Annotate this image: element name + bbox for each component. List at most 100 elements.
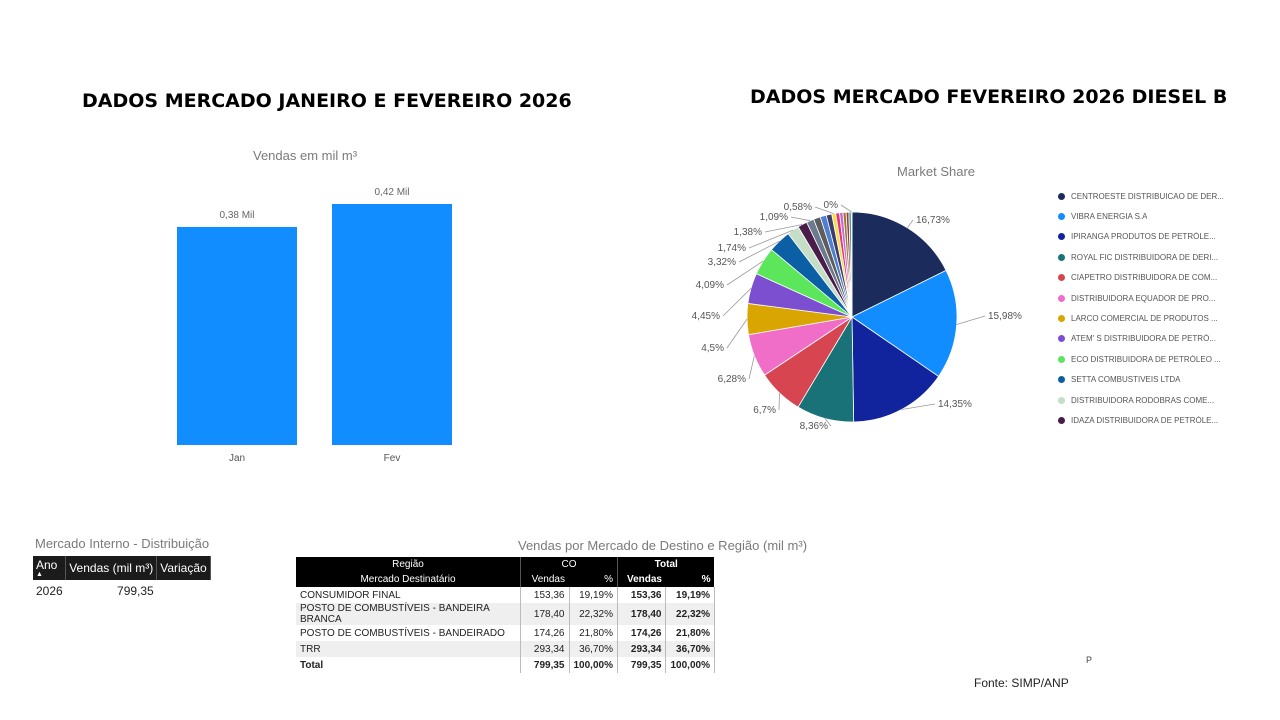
source-note: Fonte: SIMP/ANP: [974, 676, 1069, 690]
legend-marker: [1058, 233, 1065, 241]
pie-slice[interactable]: [851, 211, 947, 318]
legend-label: VIBRA ENERGIA S.A: [1071, 212, 1148, 222]
pie-data-label: 8,36%: [800, 421, 828, 432]
legend-marker: [1058, 376, 1065, 384]
pie-chart-title: Market Share: [897, 164, 976, 179]
cell-value: 178,40: [617, 603, 667, 625]
bar-chart: 0,38 Mil Jan 0,42 Mil Fev: [177, 187, 452, 464]
x-tick-label: Jan: [229, 453, 245, 464]
cell-value: 153,36: [617, 587, 667, 603]
legend-item[interactable]: ROYAL FIC DISTRIBUIDORA DE DERI...: [1058, 247, 1278, 267]
table-row: 2026 799,35: [33, 580, 210, 602]
bar-jan[interactable]: [177, 226, 297, 445]
legend-marker: [1058, 315, 1065, 323]
cell-value: 799,35: [520, 657, 570, 673]
header-co-pct[interactable]: %: [569, 571, 618, 587]
legend-label: ATEM' S DISTRIBUIDORA DE PETRÓ...: [1071, 334, 1216, 344]
pie-leader-line: [748, 355, 755, 380]
cell-variacao: [157, 580, 210, 602]
pie-leader-line: [738, 240, 780, 263]
header-co[interactable]: CO: [520, 557, 618, 571]
vendas-mercado-table: Região CO Total Mercado Destinatário Ven…: [296, 557, 715, 673]
legend-label: IDAZA DISTRIBUIDORA DE PETRÓLE...: [1071, 415, 1219, 425]
column-header-vendas[interactable]: Vendas (mil m³): [65, 556, 158, 580]
legend-item[interactable]: DISTRIBUIDORA RODOBRAS COME...: [1058, 390, 1278, 410]
legend-marker: [1058, 274, 1065, 282]
pie-data-label: 15,98%: [988, 311, 1022, 322]
cell-value: 100,00%: [665, 657, 715, 673]
legend-label: ROYAL FIC DISTRIBUIDORA DE DERI...: [1071, 252, 1219, 262]
legend-item[interactable]: SETTA COMBUSTIVEIS LTDA: [1058, 370, 1278, 390]
column-header-variacao[interactable]: Variação: [156, 556, 211, 580]
header-total[interactable]: Total: [616, 557, 715, 571]
cell-mercado: POSTO DE COMBUSTÍVEIS - BANDEIRA BRANCA: [296, 603, 521, 625]
cell-value: 19,19%: [665, 587, 715, 603]
pie-data-label: 4,5%: [701, 343, 724, 354]
legend-item[interactable]: VIBRA ENERGIA S.A: [1058, 206, 1278, 226]
legend-marker: [1058, 355, 1065, 363]
cell-vendas: 799,35: [117, 584, 154, 598]
cell-value: 174,26: [520, 625, 570, 641]
legend-label: CENTROESTE DISTRIBUICAO DE DER...: [1071, 191, 1224, 201]
pie-leader-line: [726, 260, 764, 286]
legend-label: ECO DISTRIBUIDORA DE PETRÓLEO ...: [1071, 354, 1221, 364]
cell-value: 21,80%: [665, 625, 715, 641]
table-row: CONSUMIDOR FINAL 153,36 19,19% 153,36 19,19%: [296, 587, 715, 603]
sort-asc-icon: ▲: [36, 571, 43, 578]
table-row: Total 799,35 100,00% 799,35 100,00%: [296, 657, 715, 673]
pie-leader-line: [840, 204, 852, 213]
pie-data-label: 16,73%: [916, 215, 950, 226]
legend-label: DISTRIBUIDORA RODOBRAS COME...: [1071, 395, 1215, 405]
pie-leader-line: [748, 229, 794, 249]
cell-value: 293,34: [617, 641, 667, 657]
header-mercado-destinatario[interactable]: Mercado Destinatário: [296, 571, 521, 587]
table-row: POSTO DE COMBUSTÍVEIS - BANDEIRA BRANCA 1…: [296, 603, 715, 625]
pie-data-label: 1,38%: [734, 227, 762, 238]
legend-item[interactable]: CENTROESTE DISTRIBUICAO DE DER...: [1058, 186, 1278, 206]
mercado-interno-title: Mercado Interno - Distribuição: [35, 536, 210, 551]
column-header-ano[interactable]: Ano ▲: [33, 556, 67, 580]
legend-item[interactable]: CIAPETRO DISTRIBUIDORA DE COM...: [1058, 268, 1278, 288]
legend-item[interactable]: IDAZA DISTRIBUIDORA DE PETRÓLE...: [1058, 410, 1278, 430]
x-tick-label: Fev: [384, 453, 401, 464]
legend-item[interactable]: ATEM' S DISTRIBUIDORA DE PETRÓ...: [1058, 329, 1278, 349]
legend-marker: [1058, 213, 1065, 221]
pie-leader-line: [956, 315, 986, 325]
legend-item[interactable]: IPIRANGA PRODUTOS DE PETRÓLE...: [1058, 227, 1278, 247]
cell-ano: 2026: [36, 584, 63, 598]
header-total-pct[interactable]: %: [665, 571, 715, 587]
legend-label: IPIRANGA PRODUTOS DE PETRÓLE...: [1071, 232, 1216, 242]
pie-data-label: 4,45%: [692, 311, 720, 322]
cell-mercado: Total: [296, 657, 521, 673]
pie-leader-line: [778, 392, 780, 411]
legend-marker: [1058, 294, 1065, 302]
legend-label: CIAPETRO DISTRIBUIDORA DE COM...: [1071, 273, 1218, 283]
header-co-vendas[interactable]: Vendas: [520, 571, 569, 587]
cell-value: 22,32%: [665, 603, 715, 625]
cell-mercado: POSTO DE COMBUSTÍVEIS - BANDEIRADO: [296, 625, 521, 641]
table-row: POSTO DE COMBUSTÍVEIS - BANDEIRADO 174,26…: [296, 625, 715, 641]
header-total-vendas[interactable]: Vendas: [616, 571, 666, 587]
bar-fev[interactable]: [332, 204, 452, 445]
cell-value: 19,19%: [569, 587, 618, 603]
legend-marker: [1058, 253, 1065, 261]
pie-data-label: 6,7%: [753, 405, 776, 416]
pie-leader-line: [722, 288, 752, 317]
legend-item[interactable]: LARCO COMERCIAL DE PRODUTOS ...: [1058, 308, 1278, 328]
legend-label: LARCO COMERCIAL DE PRODUTOS ...: [1071, 314, 1218, 324]
legend-marker: [1058, 335, 1065, 343]
legend-item[interactable]: ECO DISTRIBUIDORA DE PETRÓLEO ...: [1058, 349, 1278, 369]
bar-data-label: 0,38 Mil: [219, 210, 254, 221]
legend-marker: [1058, 416, 1065, 424]
pie-legend: CENTROESTE DISTRIBUICAO DE DER... VIBRA E…: [1058, 186, 1278, 431]
pie-leader-line: [726, 318, 748, 349]
mercado-interno-table: Ano ▲ Vendas (mil m³) Variação 2026 799,3…: [33, 556, 211, 602]
pie-leader-line: [824, 418, 832, 427]
header-regiao[interactable]: Região: [296, 557, 521, 571]
legend-item[interactable]: DISTRIBUIDORA EQUADOR DE PRO...: [1058, 288, 1278, 308]
legend-marker: [1058, 396, 1065, 404]
pie-data-label: 1,74%: [718, 243, 746, 254]
pie-data-label: 0%: [824, 200, 839, 211]
pie-data-label: 14,35%: [938, 399, 972, 410]
right-main-title: DADOS MERCADO FEVEREIRO 2026 DIESEL B: [750, 86, 1228, 108]
